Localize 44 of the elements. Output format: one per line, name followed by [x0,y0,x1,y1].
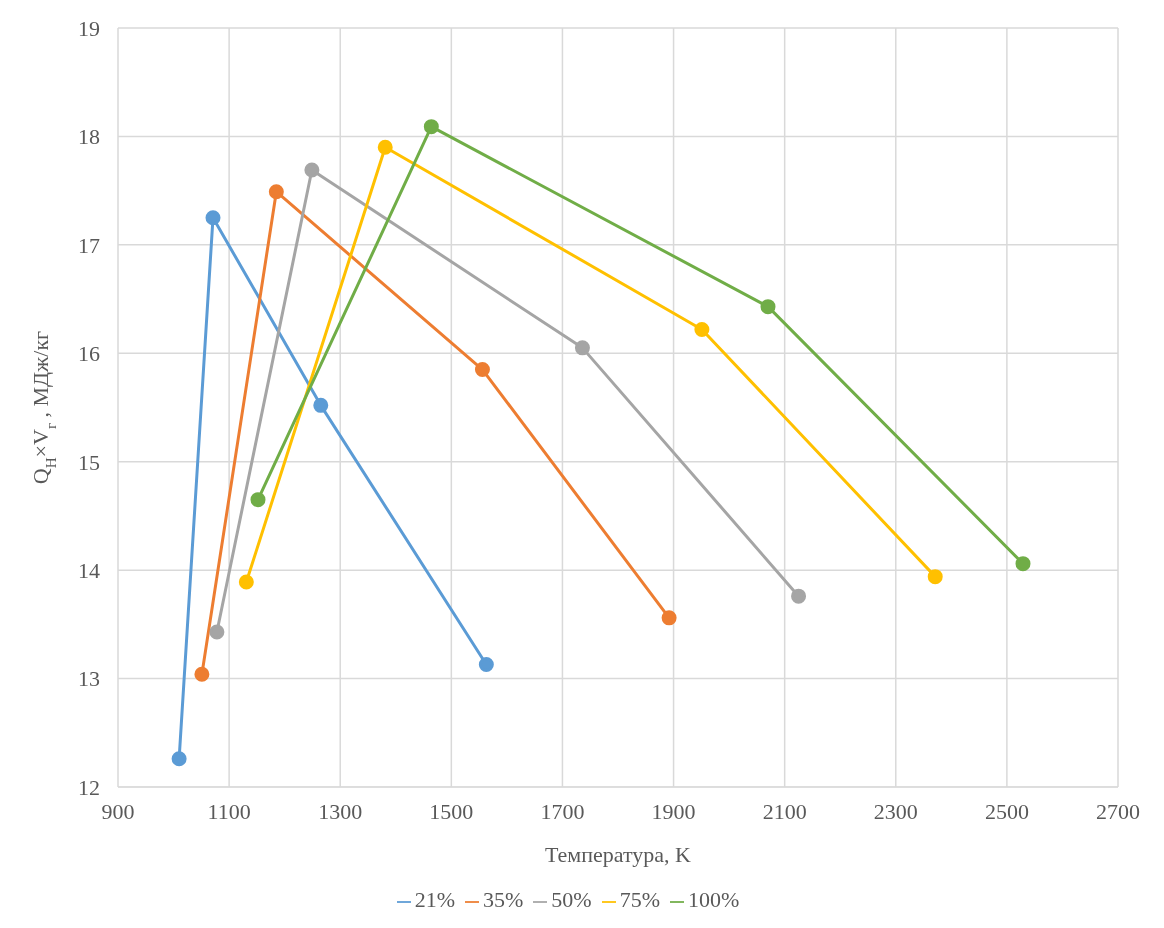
x-tick-label: 2300 [873,798,918,824]
x-tick-label: 900 [101,798,135,824]
legend-label: 35% [483,887,524,912]
x-axis-title: Температура, K [545,842,692,867]
x-tick-label: 1100 [207,798,251,824]
legend-label: 50% [551,887,592,912]
point [694,321,710,337]
point [171,751,187,767]
point [474,362,490,378]
point [313,397,329,413]
point [268,184,284,200]
point [194,666,210,682]
point [304,162,320,178]
point [238,574,254,590]
point [209,624,225,640]
point [1015,556,1031,572]
point [478,656,494,672]
point [423,119,439,135]
y-tick-label: 14 [78,557,100,583]
y-tick-label: 15 [78,449,100,475]
legend-label: 75% [619,887,660,912]
point [574,340,590,356]
point [760,299,776,315]
x-tick-label: 1900 [651,798,696,824]
y-tick-label: 19 [78,15,100,41]
x-tick-label: 1500 [429,798,474,824]
y-tick-label: 16 [78,341,100,367]
y-tick-label: 12 [78,774,100,800]
point [377,139,393,155]
x-tick-label: 2500 [984,798,1029,824]
y-tick-label: 13 [78,666,100,692]
y-tick-label: 18 [78,124,100,150]
legend-label: 21% [414,887,455,912]
x-tick-label: 2700 [1096,798,1140,824]
legend-label: 100% [687,887,740,912]
point [791,588,807,604]
point [250,492,266,508]
y-tick-label: 17 [78,232,100,258]
point [661,610,677,626]
point [927,569,943,585]
point [205,210,221,226]
x-tick-label: 1700 [540,798,585,824]
x-tick-label: 2100 [762,798,807,824]
x-tick-label: 1300 [318,798,363,824]
